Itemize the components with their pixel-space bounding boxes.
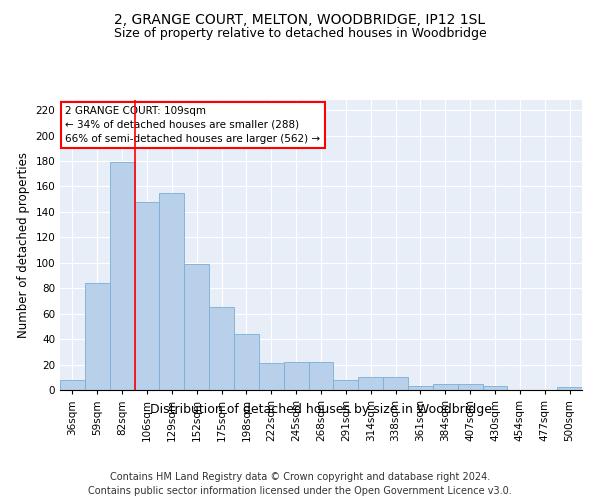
Bar (209, 308, 234, 390)
Text: 2, GRANGE COURT, MELTON, WOODBRIDGE, IP12 1SL: 2, GRANGE COURT, MELTON, WOODBRIDGE, IP1… (115, 12, 485, 26)
Bar (482, 386, 508, 390)
Bar (383, 378, 408, 390)
Bar (160, 193, 184, 390)
Bar (184, 264, 209, 390)
Bar (234, 334, 259, 390)
Bar (334, 380, 358, 390)
Bar (433, 384, 458, 390)
Text: Distribution of detached houses by size in Woodbridge: Distribution of detached houses by size … (150, 402, 492, 415)
Text: Size of property relative to detached houses in Woodbridge: Size of property relative to detached ho… (113, 28, 487, 40)
Text: Contains HM Land Registry data © Crown copyright and database right 2024.: Contains HM Land Registry data © Crown c… (110, 472, 490, 482)
Bar (458, 384, 482, 390)
Bar (284, 362, 308, 390)
Bar (85, 283, 110, 390)
Bar (60, 380, 85, 390)
Bar (408, 386, 433, 390)
Bar (557, 388, 582, 390)
Text: 2 GRANGE COURT: 109sqm
← 34% of detached houses are smaller (288)
66% of semi-de: 2 GRANGE COURT: 109sqm ← 34% of detached… (65, 106, 320, 144)
Y-axis label: Number of detached properties: Number of detached properties (17, 152, 30, 338)
Text: Contains public sector information licensed under the Open Government Licence v3: Contains public sector information licen… (88, 486, 512, 496)
Bar (308, 362, 334, 390)
Bar (259, 364, 284, 390)
Bar (110, 162, 134, 390)
Bar (358, 378, 383, 390)
Bar (134, 202, 160, 390)
